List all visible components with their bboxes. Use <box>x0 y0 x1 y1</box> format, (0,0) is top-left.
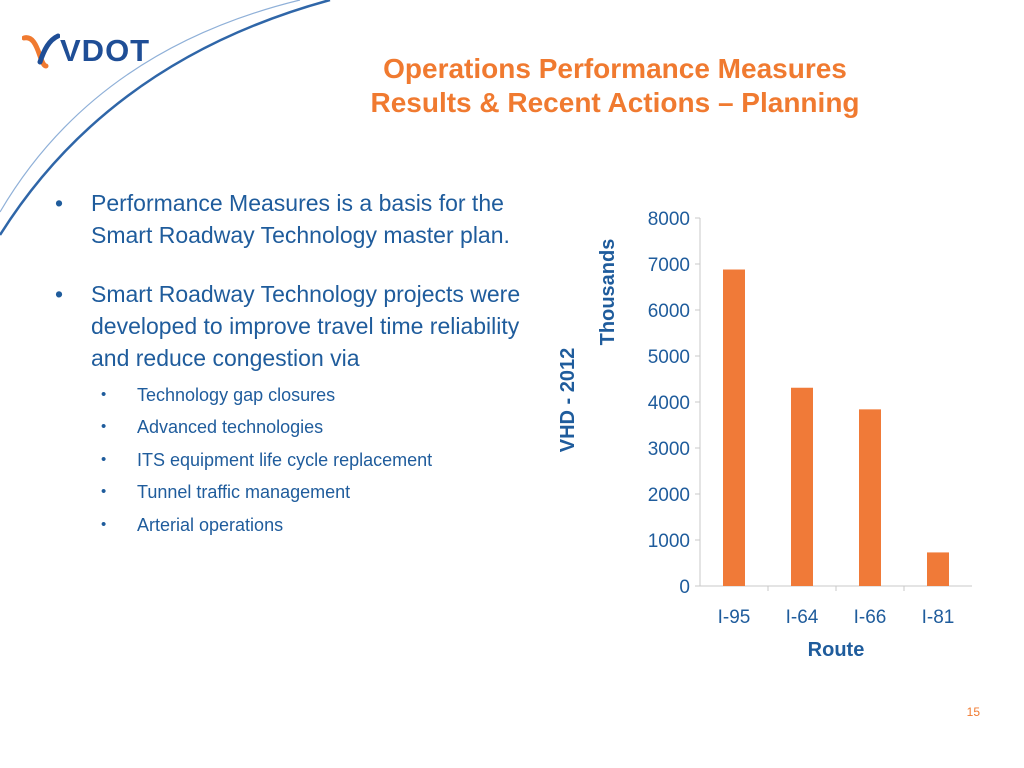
bar-i-64 <box>791 387 813 586</box>
y-tick-label: 7000 <box>648 255 690 276</box>
sub-bullet-item: Tunnel traffic management <box>101 476 525 509</box>
y-tick-label: 0 <box>679 577 690 598</box>
page-number: 15 <box>966 705 980 719</box>
bullet-text: Smart Roadway Technology projects were d… <box>91 281 521 371</box>
sub-bullet-list: Technology gap closures Advanced technol… <box>91 379 525 542</box>
vdot-logo: VDOT <box>22 30 150 70</box>
x-tick-label: I-95 <box>718 607 751 628</box>
bullet-list: Performance Measures is a basis for the … <box>55 188 525 541</box>
slide-title: Operations Performance Measures Results … <box>290 52 940 120</box>
y-tick-label: 3000 <box>648 439 690 460</box>
vdot-logo-text: VDOT <box>60 32 151 68</box>
y-axis-units-label: Thousands <box>597 239 619 346</box>
slide-title-line-1: Operations Performance Measures <box>383 53 847 84</box>
sub-bullet-item: Arterial operations <box>101 509 525 542</box>
x-axis-title: Route <box>808 639 865 661</box>
vhd-bar-chart: 0 1000 2000 3000 4000 5000 6000 7000 8000 I-95 I-6… <box>557 209 972 661</box>
bar-i-81 <box>927 552 949 586</box>
x-tick-label: I-64 <box>786 607 819 628</box>
sub-bullet-item: Advanced technologies <box>101 411 525 444</box>
sub-bullet-item: Technology gap closures <box>101 379 525 412</box>
bullet-item: Smart Roadway Technology projects were d… <box>55 279 525 541</box>
y-axis-title: VHD - 2012 <box>557 348 579 453</box>
y-tick-label: 6000 <box>648 301 690 322</box>
bullet-text: Performance Measures is a basis for the … <box>91 190 510 248</box>
bullet-item: Performance Measures is a basis for the … <box>55 188 525 251</box>
y-tick-label: 2000 <box>648 485 690 506</box>
bar-i-66 <box>859 409 881 586</box>
bar-i-95 <box>723 269 745 586</box>
slide-title-line-2: Results & Recent Actions – Planning <box>370 87 860 119</box>
y-tick-label: 8000 <box>648 209 690 230</box>
x-tick-label: I-81 <box>922 607 955 628</box>
y-tick-label: 1000 <box>648 531 690 552</box>
vdot-logo-mark-icon <box>22 33 60 69</box>
sub-bullet-item: ITS equipment life cycle replacement <box>101 444 525 477</box>
y-tick-label: 5000 <box>648 347 690 368</box>
x-tick-label: I-66 <box>854 607 887 628</box>
y-tick-label: 4000 <box>648 393 690 414</box>
